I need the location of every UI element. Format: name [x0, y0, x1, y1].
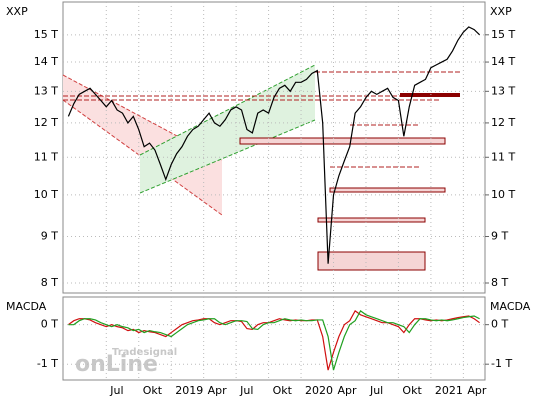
x-tick-label: Apr — [208, 384, 228, 397]
chart-title: XXP — [6, 5, 28, 18]
y-tick-label: -1 T — [37, 357, 58, 370]
chart-title-right: XXP — [490, 5, 512, 18]
y-tick-label-right: 15 T — [491, 28, 515, 41]
watermark: onLine — [75, 352, 158, 377]
series-line — [67, 26, 481, 264]
x-tick-label: 2021 — [435, 384, 463, 397]
watermark-brand: Tradesignal — [112, 347, 177, 358]
up-channel — [140, 65, 315, 193]
price-panel — [62, 1, 486, 294]
macd-title: MACDA — [6, 300, 47, 313]
y-tick-label-right: 8 T — [491, 276, 508, 289]
y-tick-label-right: 13 T — [491, 84, 515, 97]
x-tick-label: Jul — [239, 384, 253, 397]
y-tick-label: 14 T — [34, 55, 58, 68]
y-tick-label-right: 9 T — [491, 230, 508, 243]
x-tick-label: 2019 — [175, 384, 203, 397]
y-tick-label: 9 T — [41, 230, 58, 243]
x-tick-label: Okt — [143, 384, 163, 397]
macd-panel — [62, 296, 486, 381]
level-box — [329, 187, 446, 193]
series-line — [68, 309, 480, 371]
macd-title-right: MACDA — [490, 300, 531, 313]
series-line — [68, 309, 480, 371]
x-tick-label: Jul — [109, 384, 123, 397]
x-tick-label: Okt — [402, 384, 422, 397]
y-tick-label: 13 T — [34, 84, 58, 97]
x-tick-label: Apr — [467, 384, 487, 397]
x-tick-label: Jul — [369, 384, 383, 397]
drawings — [62, 64, 460, 271]
level-box — [239, 137, 446, 145]
channel-line — [139, 64, 316, 156]
level-box — [317, 217, 426, 223]
y-tick-label: 8 T — [41, 276, 58, 289]
down-channel — [63, 75, 222, 215]
y-tick-label: 0 T — [41, 318, 58, 331]
y-tick-label: 11 T — [34, 150, 58, 163]
x-tick-label: Apr — [338, 384, 358, 397]
level-band — [400, 93, 460, 97]
y-tick-label-right: 12 T — [491, 116, 515, 129]
y-tick-label-right: 11 T — [491, 150, 515, 163]
y-tick-label-right: -1 T — [491, 357, 512, 370]
x-tick-label: Okt — [273, 384, 293, 397]
y-tick-label-right: 10 T — [491, 188, 515, 201]
y-tick-label: 10 T — [34, 188, 58, 201]
x-tick-label: 2020 — [305, 384, 333, 397]
y-tick-label: 12 T — [34, 116, 58, 129]
y-tick-label-right: 14 T — [491, 55, 515, 68]
y-tick-label: 15 T — [34, 28, 58, 41]
channel-line — [139, 119, 316, 194]
level-box — [317, 251, 426, 271]
y-tick-label-right: 0 T — [491, 318, 508, 331]
